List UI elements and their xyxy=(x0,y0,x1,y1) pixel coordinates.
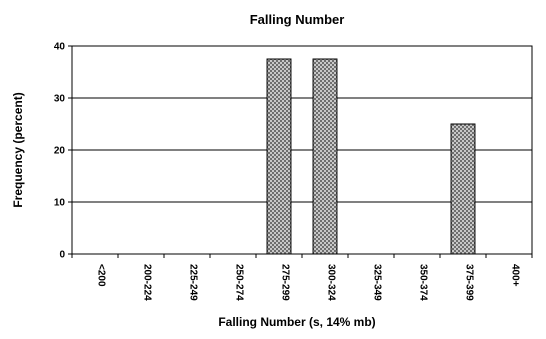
x-tick-label-4: 275-299 xyxy=(280,264,291,301)
x-tick-label-8: 375-399 xyxy=(464,264,475,301)
y-tick-label-2: 20 xyxy=(54,146,66,157)
x-tick-label-1: 200-224 xyxy=(142,264,153,301)
bar-8 xyxy=(450,123,476,255)
y-axis-label: Frequency (percent) xyxy=(11,92,25,207)
x-axis-label: Falling Number (s, 14% mb) xyxy=(218,315,375,329)
plot-area: 0 10 20 30 40 <200 200-224 225-249 250-274 275-29… xyxy=(54,42,533,301)
x-tick-label-7: 350-374 xyxy=(418,264,429,301)
y-tick-label-4: 40 xyxy=(54,42,66,53)
x-tick-label-2: 225-249 xyxy=(188,264,199,301)
x-tick-label-5: 300-324 xyxy=(326,264,337,301)
x-tick-label-0: <200 xyxy=(96,264,107,287)
x-tick-label-9: 400+ xyxy=(510,264,521,287)
y-tick-label-1: 10 xyxy=(54,198,66,209)
x-tick-label-6: 325-349 xyxy=(372,264,383,301)
x-tick-label-3: 250-274 xyxy=(234,264,245,301)
bar-5 xyxy=(312,58,338,255)
bar-4 xyxy=(266,58,292,255)
y-tick-label-0: 0 xyxy=(59,250,65,261)
y-tick-label-3: 30 xyxy=(54,94,66,105)
chart-title: Falling Number xyxy=(250,12,345,27)
